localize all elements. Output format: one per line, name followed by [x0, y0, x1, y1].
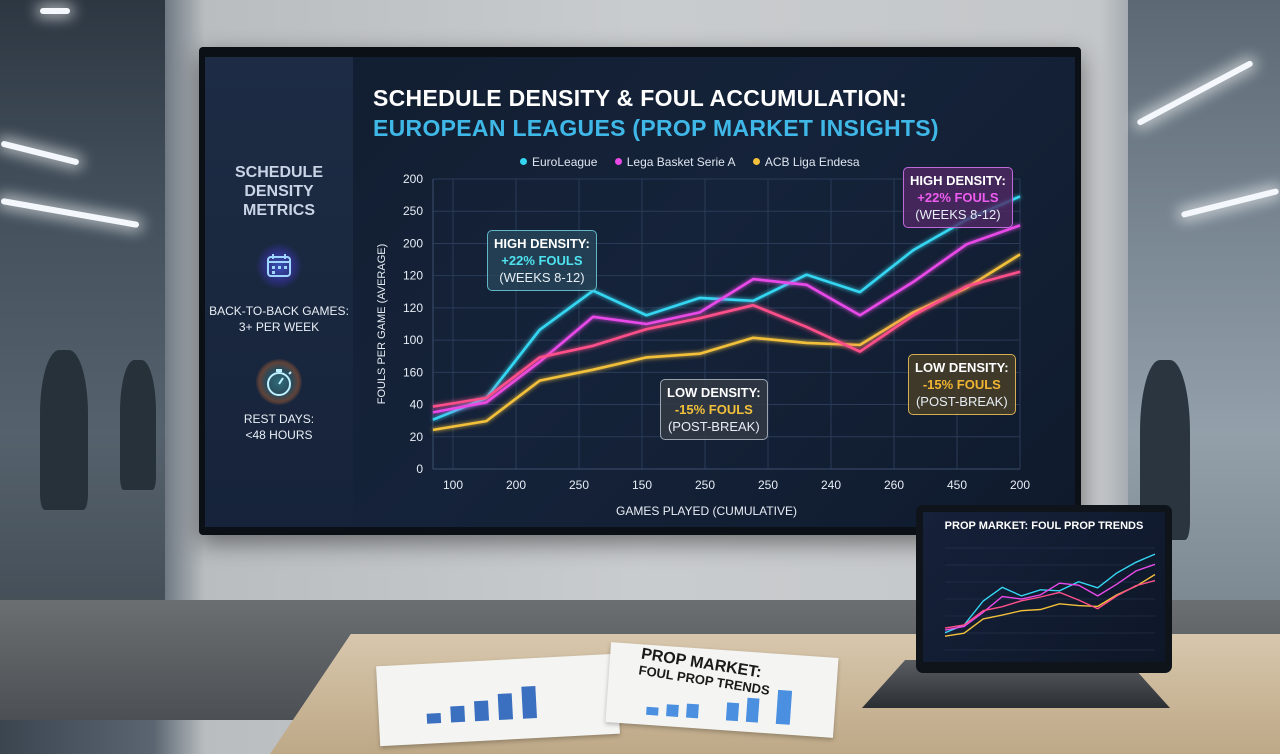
ceiling-light — [40, 8, 70, 14]
legend-label: Lega Basket Serie A — [626, 155, 736, 169]
mini-series-line-1 — [944, 563, 1156, 631]
callout-heading: HIGH DENSITY: — [910, 173, 1006, 188]
x-tick-label: 260 — [884, 478, 904, 492]
chart-title-line1: SCHEDULE DENSITY & FOUL ACCUMULATION: — [373, 85, 908, 111]
x-tick-label: 100 — [443, 478, 463, 492]
legend-dot — [752, 158, 760, 165]
callout-note: (POST-BREAK) — [667, 419, 760, 434]
laptop: PROP MARKET: FOUL PROP TRENDS — [916, 505, 1172, 673]
x-tick-label: 240 — [821, 478, 841, 492]
mini-series-line-3 — [944, 579, 1156, 629]
callout-value: +22% FOULS — [501, 253, 583, 268]
laptop-chart-title: PROP MARKET: FOUL PROP TRENDS — [944, 520, 1144, 532]
y-tick-label: 250 — [403, 204, 423, 218]
laptop-screen: PROP MARKET: FOUL PROP TRENDS — [923, 512, 1165, 662]
sidebar-panel: SCHEDULE DENSITY METRICS BACK-TO-BACK GA… — [205, 57, 353, 527]
laptop-mini-chart — [944, 547, 1156, 651]
line-chart: 0 20 40 160 100 120 120 200 250 200 100 200 250 150 25… — [376, 172, 1030, 518]
x-tick-label: 200 — [506, 478, 526, 492]
y-tick-label: 0 — [416, 462, 423, 476]
legend-item: EuroLeague — [520, 155, 597, 169]
series-line-2 — [432, 253, 1021, 432]
calendar-icon — [256, 243, 302, 289]
y-tick-label: 120 — [403, 269, 423, 283]
callout-heading: LOW DENSITY: — [667, 385, 761, 400]
legend-dot — [614, 158, 622, 165]
legend-label: EuroLeague — [532, 155, 598, 169]
background-person — [120, 360, 156, 490]
metric-value: 3+ PER WEEK — [238, 320, 320, 334]
stopwatch-icon — [256, 359, 302, 405]
metric-label: REST DAYS: — [243, 412, 315, 426]
series-line-3 — [432, 270, 1021, 408]
y-axis-label: FOULS PER GAME (AVERAGE) — [376, 244, 388, 405]
callout-note: (WEEKS 8-12) — [499, 270, 585, 285]
callout-note: (WEEKS 8-12) — [915, 207, 1001, 222]
y-tick-label: 40 — [410, 398, 424, 412]
background-person — [40, 350, 88, 510]
callout-value: +22% FOULS — [917, 190, 999, 205]
wall-monitor: SCHEDULE DENSITY METRICS BACK-TO-BACK GA… — [199, 47, 1081, 535]
callout-low-density-mid: LOW DENSITY: -15% FOULS (POST-BREAK) — [660, 379, 768, 440]
paper-bar-graphic — [426, 686, 537, 724]
legend-label: ACB Liga Endesa — [764, 155, 860, 169]
sidebar-title-line: METRICS — [243, 202, 315, 219]
x-tick-label: 450 — [947, 478, 967, 492]
callout-heading: LOW DENSITY: — [915, 360, 1009, 375]
y-tick-label: 160 — [403, 365, 423, 379]
callout-low-density-right: LOW DENSITY: -15% FOULS (POST-BREAK) — [908, 354, 1016, 415]
sidebar-title: SCHEDULE DENSITY METRICS — [205, 163, 353, 220]
metric-label: BACK-TO-BACK GAMES: — [209, 304, 349, 318]
y-tick-label: 200 — [403, 172, 423, 186]
y-tick-label: 200 — [403, 236, 423, 250]
y-tick-label: 100 — [403, 333, 423, 347]
legend-item: Lega Basket Serie A — [614, 155, 736, 169]
callout-value: -15% FOULS — [674, 402, 753, 417]
monitor-screen: SCHEDULE DENSITY METRICS BACK-TO-BACK GA… — [205, 57, 1075, 527]
printed-report — [376, 653, 620, 747]
chart-title-line2: EUROPEAN LEAGUES (PROP MARKET INSIGHTS) — [373, 115, 939, 141]
callout-heading: HIGH DENSITY: — [494, 236, 590, 251]
series-line-0 — [432, 195, 1021, 421]
chart-legend: EuroLeague Lega Basket Serie A ACB Liga … — [520, 155, 874, 169]
y-tick-label: 20 — [410, 430, 424, 444]
sidebar-title-line: SCHEDULE — [234, 164, 323, 181]
legend-item: ACB Liga Endesa — [752, 155, 860, 169]
series-line-1 — [432, 224, 1021, 414]
callout-high-density-right: HIGH DENSITY: +22% FOULS (WEEKS 8-12) — [903, 167, 1013, 228]
mini-series-line-0 — [944, 553, 1156, 634]
x-axis-label: GAMES PLAYED (CUMULATIVE) — [616, 504, 797, 518]
sidebar-title-line: DENSITY — [244, 183, 314, 200]
callout-note: (POST-BREAK) — [915, 394, 1008, 409]
metric-back-to-back: BACK-TO-BACK GAMES: 3+ PER WEEK — [205, 303, 353, 335]
callout-high-density-left: HIGH DENSITY: +22% FOULS (WEEKS 8-12) — [487, 230, 597, 291]
printed-report-prop-market: PROP MARKET: FOUL PROP TRENDS — [605, 642, 839, 738]
x-tick-label: 250 — [695, 478, 715, 492]
legend-dot — [520, 158, 527, 165]
callout-value: -15% FOULS — [922, 377, 1001, 392]
x-tick-label: 200 — [1010, 478, 1030, 492]
paper-bar-graphic — [646, 689, 793, 725]
y-tick-label: 120 — [403, 301, 423, 315]
metric-value: <48 HOURS — [245, 428, 313, 442]
x-tick-label: 250 — [569, 478, 589, 492]
x-tick-label: 250 — [758, 478, 778, 492]
x-tick-label: 150 — [632, 478, 652, 492]
mini-series-line-2 — [944, 573, 1156, 637]
metric-rest-days: REST DAYS: <48 HOURS — [205, 411, 353, 443]
